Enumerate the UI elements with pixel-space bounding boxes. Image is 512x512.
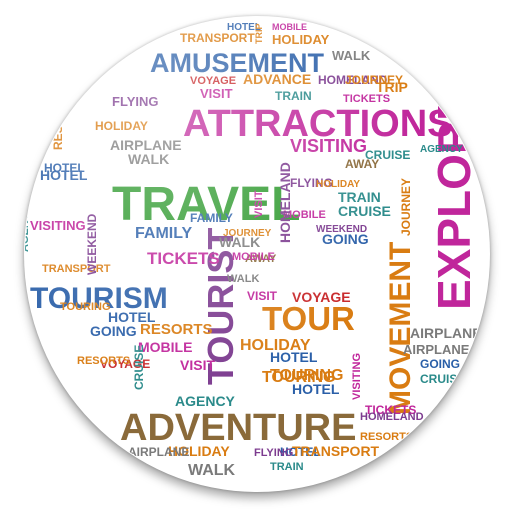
word-mobile: MOBILE <box>232 251 275 263</box>
word-hotel: HOTEL <box>44 161 85 175</box>
word-tickets: TICKETS <box>343 93 390 105</box>
word-train: TRAIN <box>338 189 381 205</box>
word-hotel: HOTEL <box>280 445 321 459</box>
word-airplane: AIRPLANE <box>110 137 182 153</box>
word-agency: AGENCY <box>175 393 236 409</box>
word-touring: TOURING <box>262 369 335 386</box>
word-homeland: HOMELAND <box>277 162 293 243</box>
word-holiday: HOLIDAY <box>240 337 311 354</box>
word-journey: JOURNEY <box>399 178 413 236</box>
word-weekend: WEEKEND <box>85 213 99 275</box>
word-airplane: AIRPLANE <box>128 445 189 459</box>
word-hotel: HOTEL <box>40 167 88 183</box>
word-holiday: HOLIDAY <box>316 179 360 190</box>
word-attractions: ATTRACTIONS <box>183 103 453 145</box>
word-walk: WALK <box>128 151 169 167</box>
word-hotel: HOTEL <box>292 381 340 397</box>
word-holiday: HOLIDAY <box>272 32 330 47</box>
word-flying: FLYING <box>254 447 293 459</box>
word-cloud-disc <box>24 16 490 492</box>
word-trip: TRIP <box>254 23 264 44</box>
word-visit: VISIT <box>180 357 215 373</box>
word-holiday: HOLIDAY <box>95 119 148 133</box>
word-trip: TRIP <box>376 79 408 95</box>
word-walk: WALK <box>219 234 260 250</box>
word-going: GOING <box>322 231 369 247</box>
word-away: AWAY <box>345 157 379 171</box>
word-mobile: MOBILE <box>272 22 307 32</box>
word-journey: JOURNEY <box>223 228 272 239</box>
word-cruise: CRUISE <box>132 345 146 390</box>
word-amusement: AMUSEMENT <box>150 48 325 78</box>
word-cruise: CRUISE <box>365 148 410 162</box>
word-tourist: TOURIST <box>200 228 241 385</box>
word-weekend: WEEKEND <box>316 224 367 235</box>
word-walk: WALK <box>332 48 371 63</box>
word-advance: ADVANCE <box>243 71 311 87</box>
word-cruise: CRUISE <box>420 372 465 386</box>
word-train: TRAIN <box>270 461 304 473</box>
word-resorts: RESORTS <box>77 355 130 367</box>
word-going: GOING <box>420 357 460 371</box>
word-flying: FLYING <box>112 94 158 109</box>
word-walk: WALK <box>227 273 259 285</box>
word-tickets: TICKETS <box>365 403 416 417</box>
word-visiting: VISITING <box>290 136 367 156</box>
word-flying: FLYING <box>290 176 333 190</box>
word-touring: TOURING <box>270 367 343 384</box>
word-visit: VISIT <box>253 190 265 218</box>
word-mobile: MOBILE <box>283 209 326 221</box>
word-resorts: RESORTS <box>140 321 213 338</box>
word-adventure: ADVENTURE <box>120 407 356 449</box>
word-visit: VISIT <box>200 86 233 101</box>
word-visiting: VISITING <box>351 353 363 400</box>
word-visit: VISIT <box>247 289 278 303</box>
word-agency: AGENCY <box>19 204 31 252</box>
word-touring: TOURING <box>60 301 111 313</box>
word-group: AMUSEMENT ATTRACTIONS TRAVEL EXPLORE TOURISM… <box>19 22 482 479</box>
word-visiting: VISITING <box>30 218 86 233</box>
word-tickets: TICKETS <box>147 249 220 268</box>
word-voyage: VOYAGE <box>190 75 236 87</box>
word-tourism: TOURISM <box>30 282 168 315</box>
word-hotel: HOTEL <box>227 22 261 33</box>
word-homeland: HOMELAND <box>360 411 424 423</box>
word-movement: MOVEMENT <box>384 242 417 415</box>
word-walk: WALK <box>188 462 236 479</box>
word-cruise: CRUISE <box>338 203 391 219</box>
word-transport: TRANSPORT <box>292 443 380 459</box>
word-homeland: HOMELAND <box>318 73 388 87</box>
word-voyage: VOYAGE <box>292 289 351 305</box>
word-train: TRAIN <box>275 89 312 103</box>
word-transport: TRANSPORT <box>42 263 111 275</box>
word-journey: JOURNEY <box>345 73 403 87</box>
word-going: GOING <box>90 323 137 339</box>
word-holiday: HOLIDAY <box>168 443 230 459</box>
word-transport: TRANSPORT <box>180 31 255 45</box>
word-voyage: VOYAGE <box>100 357 150 371</box>
word-tour: TOUR <box>262 300 355 337</box>
word-resorts: RESORTS <box>360 431 413 443</box>
word-mobile: MOBILE <box>138 339 192 355</box>
word-airplane: AIRPLANE <box>410 325 482 341</box>
word-hotel: HOTEL <box>270 349 318 365</box>
word-airplane: AIRPLANE <box>403 342 470 357</box>
word-away: AWAY <box>245 253 277 265</box>
word-family: FAMILY <box>135 225 193 242</box>
word-resorts: RESORTS <box>51 92 65 150</box>
word-travel: TRAVEL <box>112 178 300 231</box>
word-hotel: HOTEL <box>108 309 156 325</box>
word-agency: AGENCY <box>420 144 463 155</box>
word-family: FAMILY <box>190 211 233 225</box>
word-explore: EXPLORE <box>428 90 480 310</box>
